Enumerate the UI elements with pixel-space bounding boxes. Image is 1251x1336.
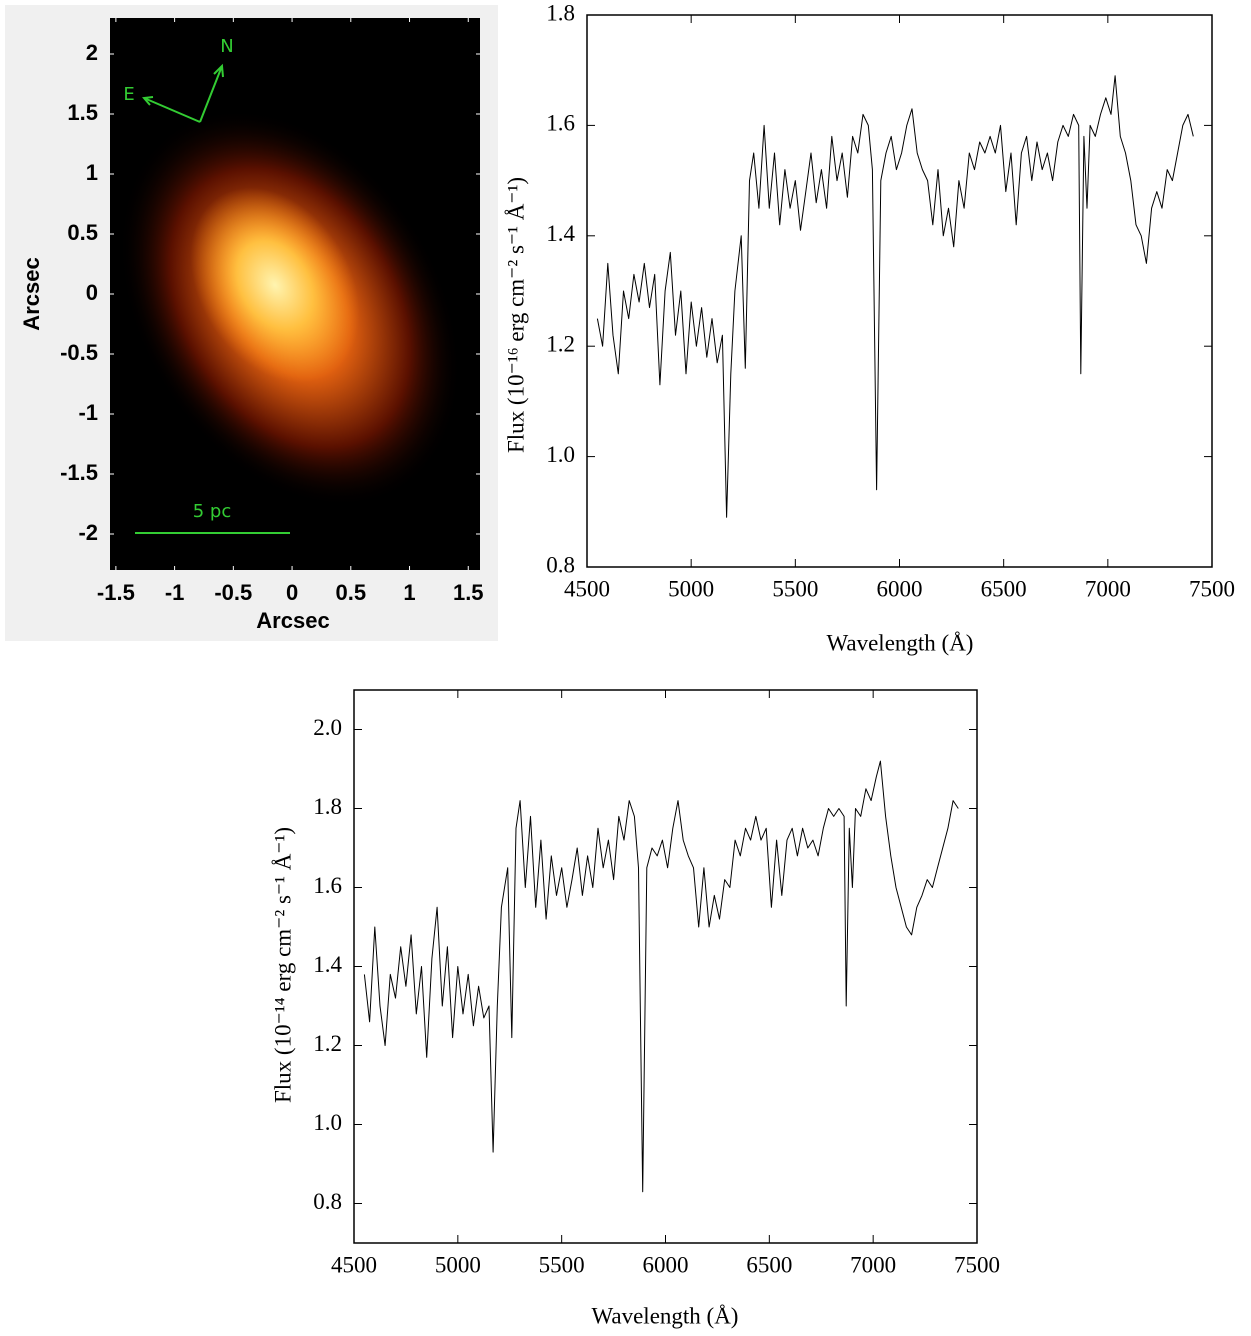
y-tick-label: 0 bbox=[86, 280, 98, 305]
y-axis-label: Arcsec bbox=[19, 257, 44, 330]
y-tick-label: 1 bbox=[86, 160, 98, 185]
x-tick-label: -0.5 bbox=[214, 580, 252, 605]
x-tick-label: 1.5 bbox=[453, 580, 484, 605]
x-tick-label: 5500 bbox=[539, 1252, 585, 1277]
x-tick-label: 1 bbox=[403, 580, 415, 605]
y-tick-label: 1.0 bbox=[313, 1110, 342, 1135]
x-tick-label: 4500 bbox=[331, 1252, 377, 1277]
spectrum-line bbox=[363, 760, 959, 1193]
x-tick-label: 5500 bbox=[772, 576, 818, 601]
annotation: N bbox=[220, 36, 233, 57]
y-axis-label: Flux (10⁻¹⁴ erg cm⁻² s⁻¹ Å⁻¹) bbox=[270, 827, 295, 1103]
x-tick-label: 6500 bbox=[981, 576, 1027, 601]
x-tick-label: 6500 bbox=[746, 1252, 792, 1277]
y-tick-label: 1.4 bbox=[546, 221, 575, 246]
x-axis-label: Wavelength (Å) bbox=[592, 1303, 739, 1328]
y-tick-label: 1.6 bbox=[313, 873, 342, 898]
y-tick-label: 0.5 bbox=[67, 220, 98, 245]
x-tick-label: 7000 bbox=[850, 1252, 896, 1277]
y-tick-label: -1 bbox=[78, 400, 98, 425]
y-tick-label: -2 bbox=[78, 520, 98, 545]
y-tick-label: 1.4 bbox=[313, 952, 342, 977]
y-tick-label: 0.8 bbox=[313, 1189, 342, 1214]
x-tick-label: 7500 bbox=[1189, 576, 1235, 601]
x-tick-label: 5000 bbox=[435, 1252, 481, 1277]
y-tick-label: 1.6 bbox=[546, 111, 575, 136]
x-axis-label: Wavelength (Å) bbox=[827, 630, 974, 655]
x-tick-label: -1 bbox=[165, 580, 185, 605]
annotation: 5 pc bbox=[193, 501, 232, 522]
x-tick-label: 6000 bbox=[877, 576, 923, 601]
x-tick-label: 6000 bbox=[643, 1252, 689, 1277]
x-tick-label: 5000 bbox=[668, 576, 714, 601]
plot-frame bbox=[353, 689, 978, 1244]
y-tick-label: 1.2 bbox=[546, 331, 575, 356]
y-tick-label: -0.5 bbox=[60, 340, 98, 365]
y-tick-label: -1.5 bbox=[60, 460, 98, 485]
x-axis-label: Arcsec bbox=[256, 608, 329, 633]
y-tick-label: 1.5 bbox=[67, 100, 98, 125]
x-tick-label: 7000 bbox=[1085, 576, 1131, 601]
spectrum-line bbox=[596, 75, 1194, 518]
y-tick-label: 1.8 bbox=[546, 0, 575, 25]
compass bbox=[135, 63, 290, 534]
y-tick-label: 1.2 bbox=[313, 1031, 342, 1056]
x-tick-label: 0 bbox=[286, 580, 298, 605]
x-tick-label: -1.5 bbox=[97, 580, 135, 605]
y-tick-label: 2.0 bbox=[313, 715, 342, 740]
x-tick-label: 0.5 bbox=[335, 580, 366, 605]
y-tick-label: 1.8 bbox=[313, 794, 342, 819]
source-core bbox=[190, 187, 360, 383]
y-tick-label: 0.8 bbox=[546, 552, 575, 577]
y-axis-label: Flux (10⁻¹⁶ erg cm⁻² s⁻¹ Å⁻¹) bbox=[503, 177, 528, 453]
x-tick-label: 7500 bbox=[954, 1252, 1000, 1277]
y-tick-label: 2 bbox=[86, 40, 98, 65]
annotation: E bbox=[123, 84, 134, 105]
y-tick-label: 1.0 bbox=[546, 442, 575, 467]
x-tick-label: 4500 bbox=[564, 576, 610, 601]
